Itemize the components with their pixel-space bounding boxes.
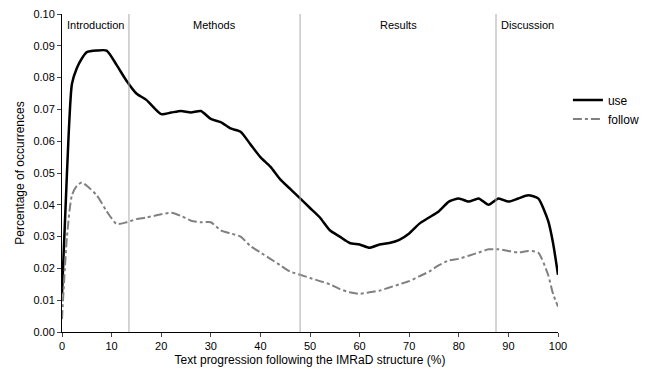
- svg-text:70: 70: [403, 340, 415, 352]
- svg-text:0: 0: [59, 340, 65, 352]
- svg-text:0.00: 0.00: [33, 326, 54, 338]
- svg-text:50: 50: [304, 340, 316, 352]
- svg-text:0.01: 0.01: [33, 294, 54, 306]
- svg-text:60: 60: [353, 340, 365, 352]
- svg-text:40: 40: [254, 340, 266, 352]
- svg-text:80: 80: [453, 340, 465, 352]
- svg-text:0.09: 0.09: [33, 40, 54, 52]
- svg-text:use: use: [608, 94, 628, 108]
- svg-text:100: 100: [549, 340, 567, 352]
- svg-text:Introduction: Introduction: [67, 19, 124, 31]
- svg-text:0.07: 0.07: [33, 103, 54, 115]
- svg-text:10: 10: [105, 340, 117, 352]
- svg-text:Percentage of occurrences: Percentage of occurrences: [13, 101, 27, 244]
- svg-text:follow: follow: [608, 113, 639, 127]
- svg-text:30: 30: [205, 340, 217, 352]
- svg-text:Discussion: Discussion: [501, 19, 554, 31]
- svg-text:0.08: 0.08: [33, 71, 54, 83]
- svg-text:0.04: 0.04: [33, 199, 54, 211]
- svg-text:0.03: 0.03: [33, 230, 54, 242]
- svg-text:Results: Results: [380, 19, 417, 31]
- svg-text:90: 90: [502, 340, 514, 352]
- svg-text:0.05: 0.05: [33, 167, 54, 179]
- svg-text:20: 20: [155, 340, 167, 352]
- svg-text:0.10: 0.10: [33, 8, 54, 20]
- svg-text:0.06: 0.06: [33, 135, 54, 147]
- svg-text:Text progression following the: Text progression following the IMRaD str…: [175, 353, 446, 367]
- svg-text:Methods: Methods: [193, 19, 236, 31]
- svg-text:0.02: 0.02: [33, 262, 54, 274]
